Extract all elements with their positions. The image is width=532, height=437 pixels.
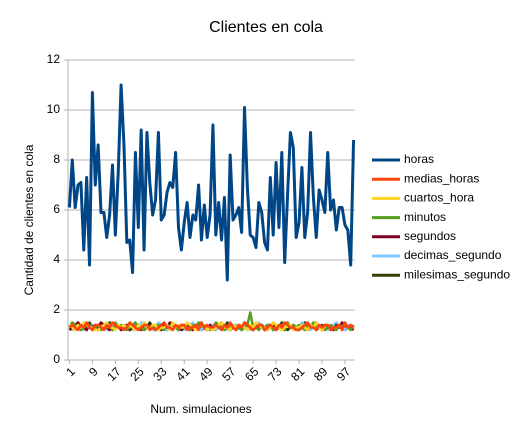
legend-label: milesimas_segundo: [404, 267, 510, 281]
legend-label: minutos: [404, 210, 446, 224]
x-axis-title: Num. simulaciones: [150, 402, 251, 416]
series-line: [67, 83, 356, 282]
legend-label: cuartos_hora: [404, 191, 474, 205]
y-tick-label: 10: [47, 102, 61, 116]
y-tick-label: 2: [53, 302, 60, 316]
y-tick-label: 6: [53, 202, 60, 216]
legend-label: decimas_segundo: [404, 248, 502, 262]
y-tick-label: 4: [53, 252, 60, 266]
y-axis-title: Cantidad de clientes en cola: [22, 144, 36, 295]
chart-title: Clientes en cola: [209, 19, 323, 36]
series-line: [68, 321, 355, 332]
y-tick-label: 0: [53, 352, 60, 366]
y-tick-label: 8: [53, 152, 60, 166]
legend-label: segundos: [404, 229, 456, 243]
legend-label: horas: [404, 152, 434, 166]
legend-label: medias_horas: [404, 171, 479, 185]
y-tick-label: 12: [47, 52, 61, 66]
